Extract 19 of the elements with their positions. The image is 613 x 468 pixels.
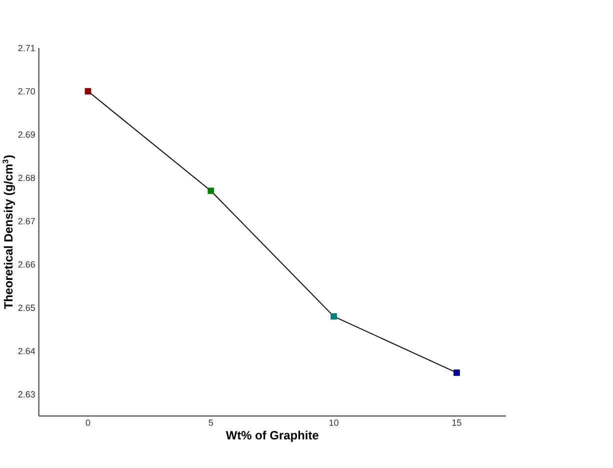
point (208, 188, 214, 194)
y-tick-label: 2.66 (18, 261, 35, 268)
y-axis-title: Theoretical Density (g/cm$^{3}$) (2, 155, 16, 310)
y-tick-label: 2.65 (18, 304, 35, 311)
x-tick-label: 15 (452, 420, 462, 426)
x-tick-label: 0 (86, 420, 90, 426)
y-tick-label: 2.70 (18, 88, 35, 94)
y-tick-label: 2.67 (18, 218, 35, 224)
x-tick-label: 10 (329, 420, 338, 426)
x-axis-title: Wt% of Graphite (226, 430, 318, 442)
y-tick-label: 2.68 (18, 174, 35, 182)
point (454, 370, 460, 376)
y-tick-label: 2.69 (18, 131, 35, 138)
y-tick-label: 2.64 (18, 348, 36, 354)
point (330, 313, 337, 320)
y-tick-label: 2.63 (18, 391, 35, 398)
y-tick-label: 2.71 (18, 44, 35, 52)
point (84, 88, 92, 94)
x-tick-label: 5 (208, 420, 214, 426)
